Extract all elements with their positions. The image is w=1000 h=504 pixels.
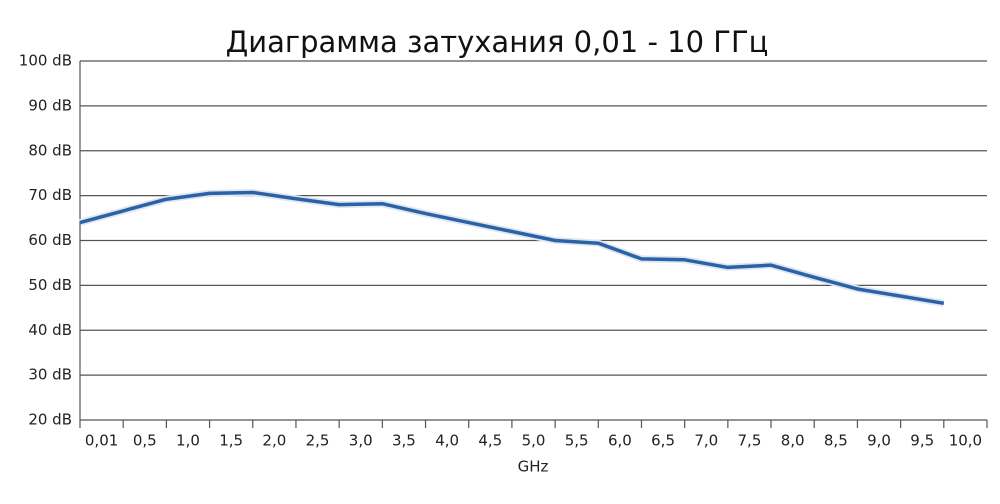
x-tick-label: 0,01 (85, 432, 118, 450)
x-tick-label: 5,0 (522, 432, 546, 450)
y-tick-label: 70 dB (28, 186, 72, 204)
x-tick-label: 5,5 (565, 432, 589, 450)
y-tick-label: 90 dB (28, 96, 72, 114)
x-tick-label: 7,5 (738, 432, 762, 450)
y-tick-label: 60 dB (28, 231, 72, 249)
y-tick-label: 20 dB (28, 411, 72, 429)
x-tick-label: 8,0 (781, 432, 805, 450)
x-tick-label: 1,5 (219, 432, 243, 450)
line-series (79, 190, 945, 306)
y-tick-label: 30 dB (28, 366, 72, 384)
y-tick-label: 50 dB (28, 276, 72, 294)
x-tick-label: 7,0 (694, 432, 718, 450)
x-tick-label: 4,5 (478, 432, 502, 450)
x-tick-label: 0,5 (133, 432, 157, 450)
chart-title: Диаграмма затухания 0,01 - 10 ГГц (226, 25, 769, 59)
x-axis-label: GHz (518, 458, 549, 476)
x-tick-label: 4,0 (435, 432, 459, 450)
x-tick-label: 3,0 (349, 432, 373, 450)
x-tick-label: 1,0 (176, 432, 200, 450)
y-tick-label: 40 dB (28, 321, 72, 339)
line-halo (79, 188, 945, 307)
x-tick-label: 6,5 (651, 432, 675, 450)
x-tick-label: 9,5 (910, 432, 934, 450)
y-tick-label: 80 dB (28, 141, 72, 159)
x-tick-label: 3,5 (392, 432, 416, 450)
x-tick-label: 2,5 (306, 432, 330, 450)
x-tick-label: 6,0 (608, 432, 632, 450)
x-tick-label: 8,5 (824, 432, 848, 450)
y-tick-label: 100 dB (19, 52, 72, 70)
x-tick-label: 10,0 (949, 432, 982, 450)
x-tick-label: 9,0 (867, 432, 891, 450)
x-tick-label: 2,0 (262, 432, 286, 450)
